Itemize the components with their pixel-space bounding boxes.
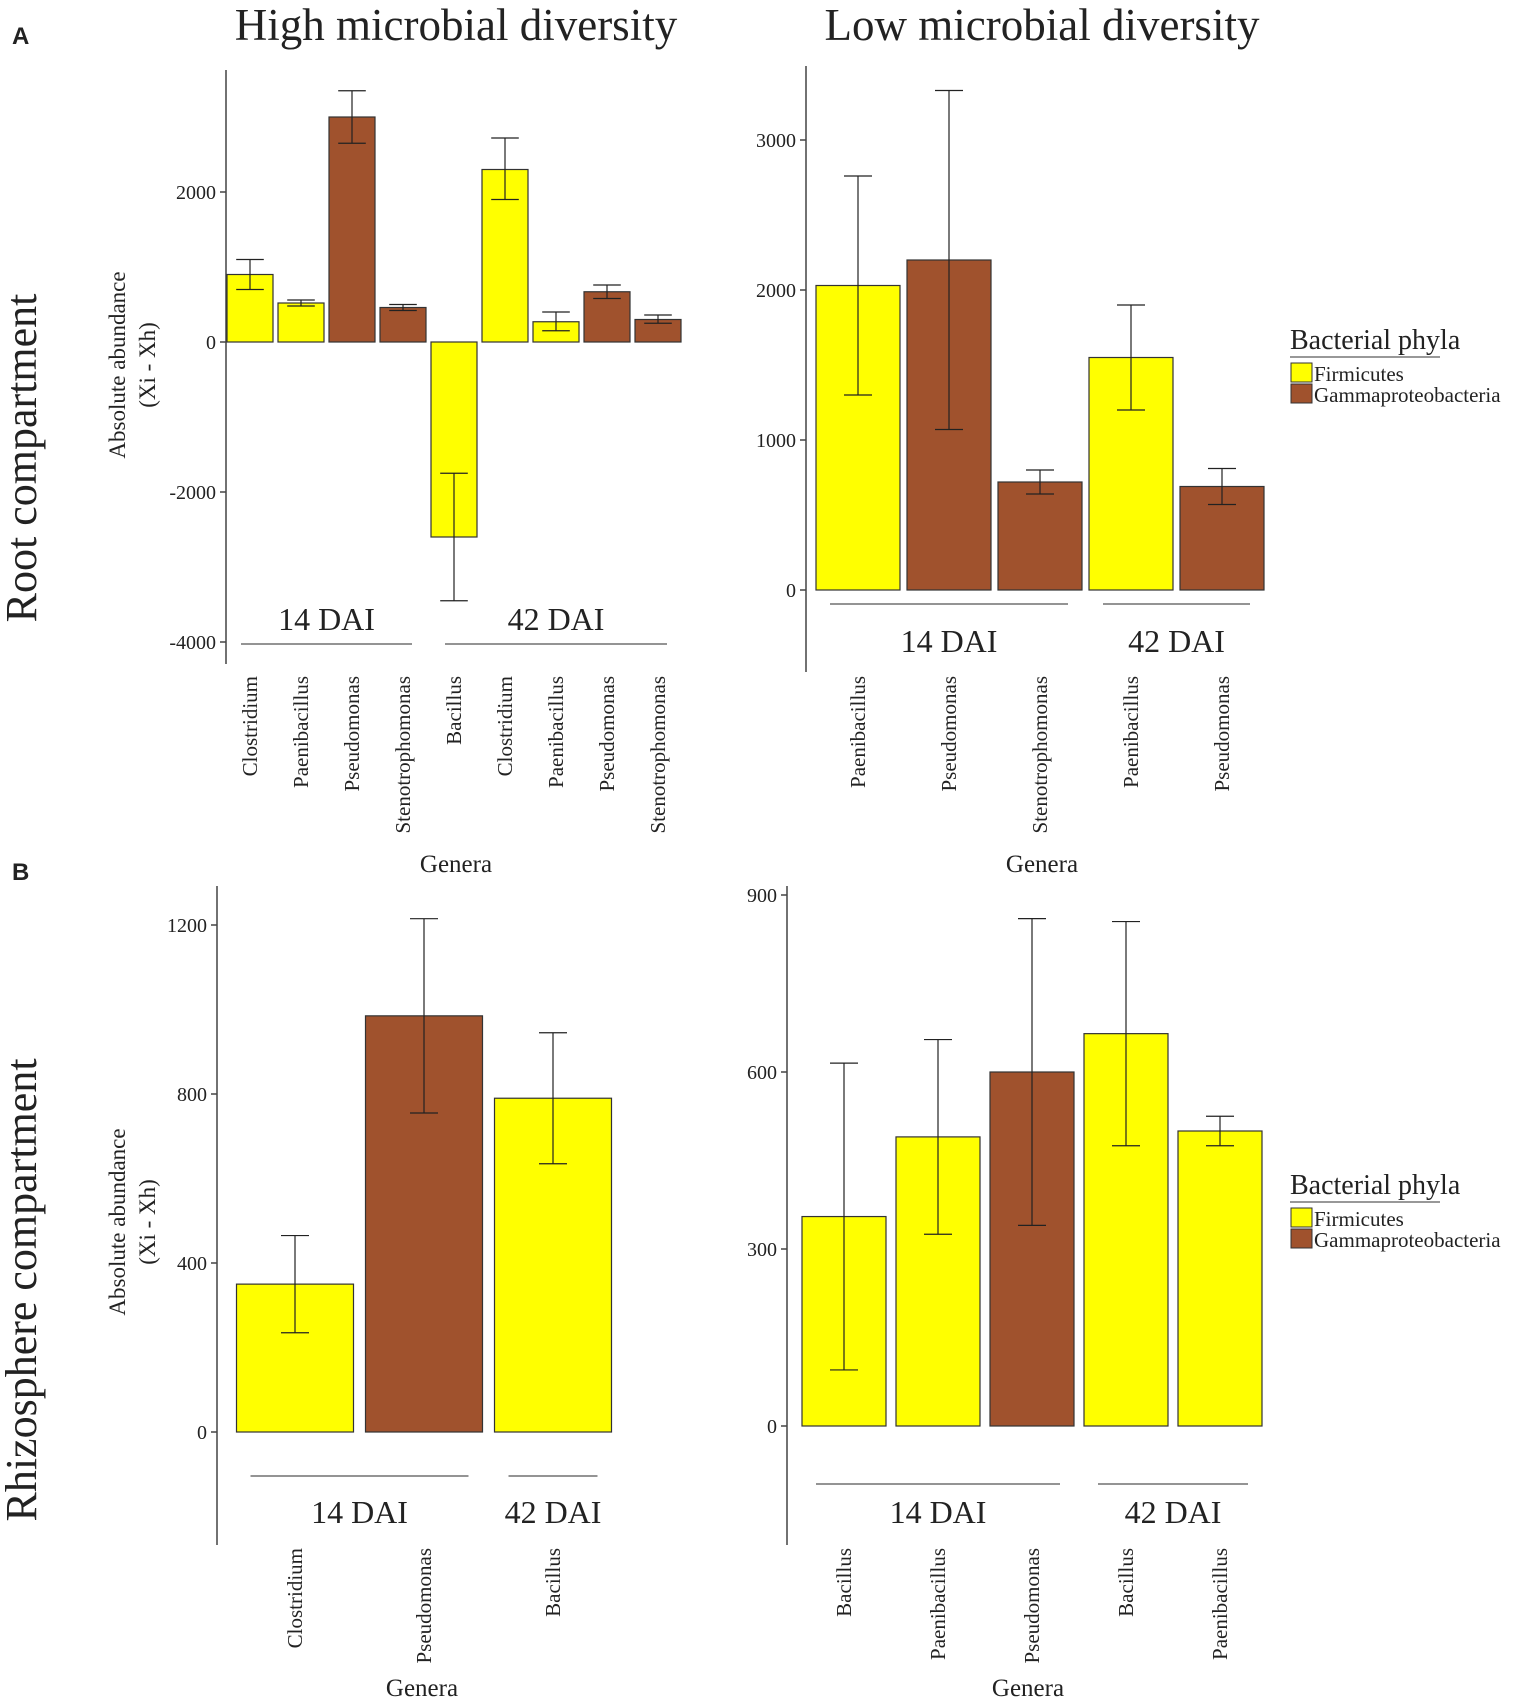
genus-label: Clostridium xyxy=(238,676,262,776)
x-axis-label: Genera xyxy=(992,1675,1064,1702)
legend-swatch-gammaproteobacteria xyxy=(1290,1228,1313,1249)
column-title-high: High microbial diversity xyxy=(235,0,678,50)
bar-stenotrophomonas xyxy=(997,481,1083,591)
y-tick-label: -2000 xyxy=(169,482,216,504)
legend-title: Bacterial phyla xyxy=(1290,1170,1461,1201)
chart-rhizosphere-high: 1200 800 400 0 Absolute abundance (Xi - Xh) Cl… xyxy=(105,886,613,1702)
genus-label: Bacillus xyxy=(1114,1548,1138,1617)
genus-label: Pseudomonas xyxy=(1020,1548,1044,1664)
group-label: 42 DAI xyxy=(1125,1494,1222,1530)
chart-root-high: 2000 0 -2000 -4000 Absolute abundance (Xi - X… xyxy=(105,70,682,878)
row-label-root: Root compartment xyxy=(0,294,46,623)
genus-label: Clostridium xyxy=(283,1548,307,1648)
genus-label: Pseudomonas xyxy=(1210,676,1234,792)
genus-label: Clostridium xyxy=(493,676,517,776)
bar-paenibacillus xyxy=(277,302,325,343)
group-label: 42 DAI xyxy=(505,1494,602,1530)
y-tick-label: 800 xyxy=(177,1084,207,1106)
bar-stenotrophomonas xyxy=(379,306,427,343)
legend-bottom: Bacterial phyla Firmicutes Gammaproteoba… xyxy=(1290,1170,1501,1252)
x-axis-label: Genera xyxy=(1006,851,1078,878)
group-label: 42 DAI xyxy=(1128,623,1225,659)
group-label: 14 DAI xyxy=(901,623,998,659)
group-label: 14 DAI xyxy=(890,1494,987,1530)
genus-label: Pseudomonas xyxy=(412,1548,436,1664)
genus-label: Paenibacillus xyxy=(1119,676,1143,788)
genus-label: Pseudomonas xyxy=(937,676,961,792)
y-tick-label: 2000 xyxy=(756,280,796,302)
column-title-low: Low microbial diversity xyxy=(825,0,1260,50)
legend-label-gammaproteobacteria: Gammaproteobacteria xyxy=(1314,1228,1501,1252)
genus-label: Stenotrophomonas xyxy=(646,676,670,834)
genus-label: Bacillus xyxy=(442,676,466,745)
y-axis-label-unit: (Xi - Xh) xyxy=(135,1179,160,1265)
genus-label: Paenibacillus xyxy=(1208,1548,1232,1660)
legend-swatch-firmicutes xyxy=(1290,1207,1313,1228)
y-tick-label: 1200 xyxy=(167,915,207,937)
legend-title: Bacterial phyla xyxy=(1290,325,1461,356)
y-tick-label: 400 xyxy=(177,1253,207,1275)
y-tick-label: 0 xyxy=(197,1422,207,1444)
panel-label-b: B xyxy=(12,859,29,886)
genus-label: Stenotrophomonas xyxy=(1028,676,1052,834)
legend-swatch-gammaproteobacteria xyxy=(1290,383,1313,404)
panel-label-a: A xyxy=(12,23,29,50)
genus-label: Paenibacillus xyxy=(289,676,313,788)
legend-label-gammaproteobacteria: Gammaproteobacteria xyxy=(1314,383,1501,407)
y-tick-label: 300 xyxy=(747,1239,777,1261)
y-tick-label: 3000 xyxy=(756,130,796,152)
y-tick-label: 0 xyxy=(786,580,796,602)
chart-root-low: 3000 2000 1000 0 Paenibacillus Pseudomonas Ste… xyxy=(756,66,1265,878)
legend-swatch-firmicutes xyxy=(1290,362,1313,383)
genus-label: Paenibacillus xyxy=(544,676,568,788)
y-tick-label: 1000 xyxy=(756,430,796,452)
legend-label-firmicutes: Firmicutes xyxy=(1314,1207,1404,1231)
group-label: 42 DAI xyxy=(508,601,605,637)
legend-label-firmicutes: Firmicutes xyxy=(1314,362,1404,386)
genus-label: Paenibacillus xyxy=(926,1548,950,1660)
y-tick-label: -4000 xyxy=(169,632,216,654)
group-label: 14 DAI xyxy=(311,1494,408,1530)
y-axis-label: Absolute abundance xyxy=(105,1128,130,1315)
bar-pseudomonas xyxy=(328,116,376,343)
y-axis-label-unit: (Xi - Xh) xyxy=(135,322,160,408)
chart-rhizosphere-low: 900 600 300 0 Bacillus Paenibacillus Pseudomon… xyxy=(747,885,1263,1702)
row-label-rhizosphere: Rhizosphere compartment xyxy=(0,1058,46,1521)
legend-top: Bacterial phyla Firmicutes Gammaproteoba… xyxy=(1290,325,1501,407)
y-axis-label: Absolute abundance xyxy=(105,271,130,458)
x-axis-label: Genera xyxy=(420,851,492,878)
x-axis-label: Genera xyxy=(386,1675,458,1702)
y-tick-label: 600 xyxy=(747,1062,777,1084)
genus-label: Paenibacillus xyxy=(846,676,870,788)
bar-pseudomonas xyxy=(583,291,631,343)
genus-label: Pseudomonas xyxy=(595,676,619,792)
genus-label: Stenotrophomonas xyxy=(391,676,415,834)
genus-label: Bacillus xyxy=(832,1548,856,1617)
y-tick-label: 900 xyxy=(747,885,777,907)
y-tick-label: 2000 xyxy=(176,182,216,204)
y-tick-label: 0 xyxy=(206,332,216,354)
genus-label: Pseudomonas xyxy=(340,676,364,792)
group-label: 14 DAI xyxy=(278,601,375,637)
genus-label: Bacillus xyxy=(541,1548,565,1617)
bar-paenibacillus xyxy=(1177,1130,1263,1427)
y-tick-label: 0 xyxy=(767,1416,777,1438)
